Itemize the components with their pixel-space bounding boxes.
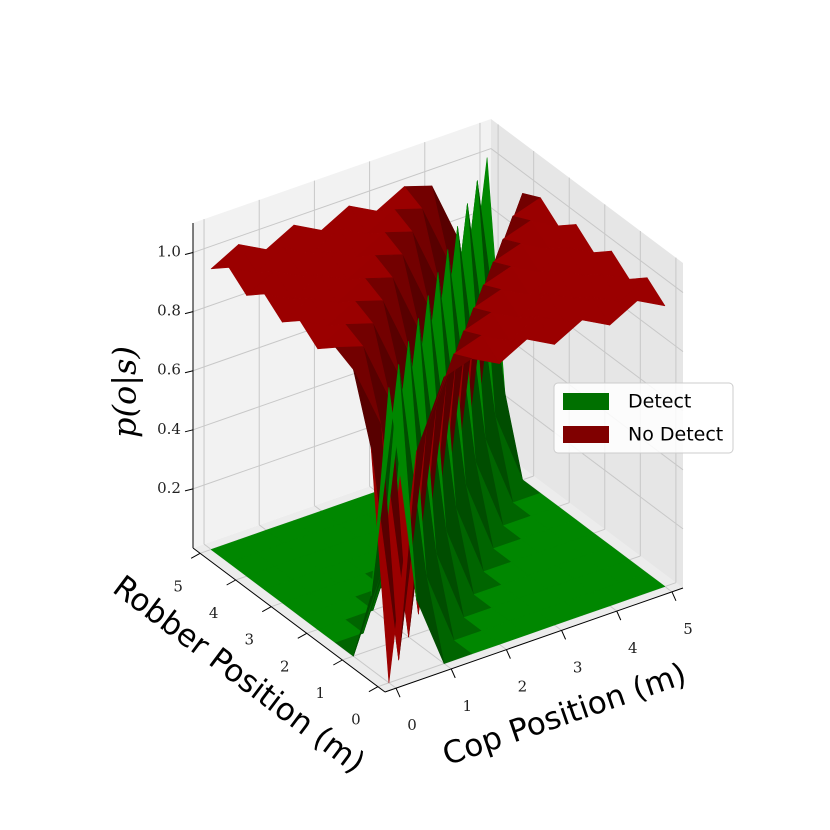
y-tick	[261, 606, 272, 613]
x-tick-label: 2	[518, 678, 528, 696]
x-tick-label: 0	[407, 716, 417, 734]
z-tick	[184, 370, 194, 374]
y-tick	[368, 686, 379, 693]
y-tick-label: 3	[244, 631, 254, 649]
z-tick-label: 0.2	[157, 479, 181, 497]
grid-line	[490, 384, 684, 530]
z-tick	[184, 488, 194, 492]
grid-line	[490, 148, 684, 293]
x-tick-label: 3	[573, 658, 583, 676]
x-tick	[450, 668, 456, 679]
grid-line	[192, 148, 492, 254]
x-tick-label: 5	[683, 620, 693, 638]
legend-label: No Detect	[628, 424, 723, 446]
x-tick	[561, 630, 567, 640]
y-tick	[333, 659, 343, 666]
y-tick-label: 1	[316, 684, 326, 702]
z-axis-label: p(o|s)	[106, 346, 144, 438]
legend-swatch	[563, 426, 609, 443]
y-tick	[226, 579, 236, 586]
z-tick-label: 0.6	[157, 361, 181, 379]
x-tick-label: 4	[628, 639, 638, 657]
z-tick	[184, 252, 194, 256]
legend: Detect No Detect	[553, 382, 734, 454]
z-tick	[184, 311, 194, 315]
axes: 0 1 2 3 4 5 0 1 2 3 4 5 0.2 0.4 0.6 0.8 1.0	[157, 223, 693, 734]
x-tick	[616, 610, 622, 621]
z-tick-label: 0.4	[157, 420, 181, 438]
axis-line	[192, 547, 386, 693]
x-tick	[505, 649, 511, 659]
y-tick	[190, 552, 201, 559]
z-tick-label: 1.0	[157, 243, 181, 261]
x-tick	[395, 687, 401, 698]
axis-line	[384, 587, 684, 693]
y-tick	[297, 632, 308, 639]
x-tick	[671, 591, 677, 602]
surface-facet	[370, 364, 417, 600]
z-tick-label: 0.8	[157, 302, 181, 320]
z-tick	[184, 429, 194, 433]
y-tick-label: 4	[209, 604, 219, 622]
surfaces	[210, 157, 666, 684]
x-tick-label: 1	[462, 697, 472, 715]
y-tick-label: 0	[351, 711, 361, 729]
legend-swatch	[563, 393, 609, 410]
y-tick-label: 2	[280, 657, 290, 675]
y-tick-label: 5	[173, 577, 183, 595]
legend-label: Detect	[628, 391, 691, 413]
x-axis-label: Cop Position (m)	[438, 656, 691, 773]
